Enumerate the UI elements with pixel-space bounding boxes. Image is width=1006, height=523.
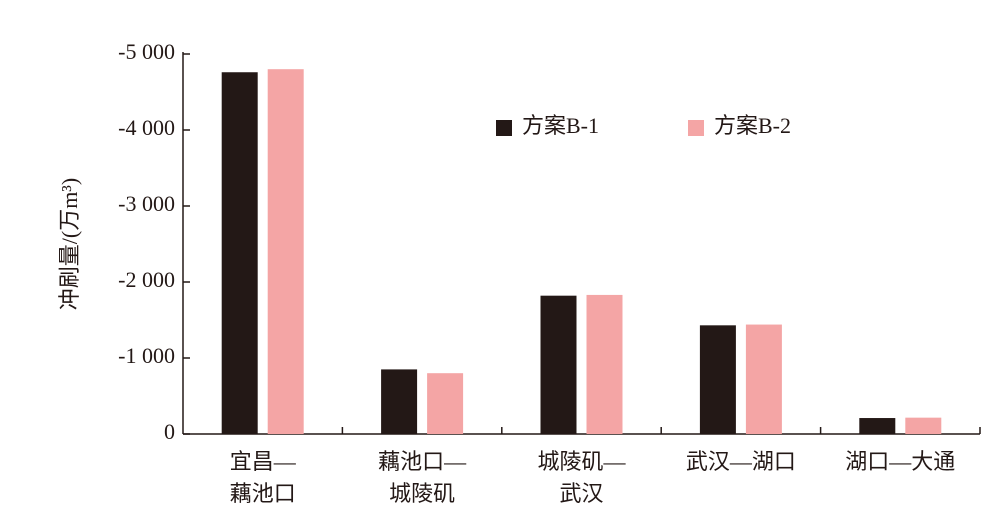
y-tick-label: -2 000 — [118, 267, 175, 292]
bar — [427, 373, 464, 434]
bar — [381, 369, 418, 434]
bar — [745, 324, 782, 434]
legend-swatch — [688, 120, 704, 136]
x-tick-label: 藕池口 — [230, 481, 296, 506]
x-tick-label: 宜昌— — [230, 449, 297, 474]
x-tick-label: 城陵矶 — [389, 481, 455, 506]
y-tick-label: 0 — [164, 419, 175, 444]
x-tick-label: 藕池口— — [378, 449, 467, 474]
x-tick-label: 湖口—大通 — [845, 449, 955, 474]
y-tick-label: -5 000 — [118, 39, 175, 64]
bar — [586, 294, 623, 434]
y-axis-label: 冲刷量/(万m³) — [57, 178, 82, 310]
bar — [859, 418, 896, 434]
y-tick-label: -1 000 — [118, 343, 175, 368]
bar — [540, 295, 577, 434]
x-tick-label: 武汉 — [559, 481, 603, 506]
legend-swatch — [496, 120, 512, 136]
bar — [267, 69, 304, 434]
x-tick-label: 武汉—湖口 — [686, 449, 796, 474]
x-tick-label: 城陵矶— — [537, 449, 626, 474]
legend-label: 方案B-2 — [714, 113, 791, 138]
y-tick-label: -3 000 — [118, 191, 175, 216]
legend-label: 方案B-1 — [522, 113, 599, 138]
y-tick-label: -4 000 — [118, 115, 175, 140]
bar — [699, 325, 736, 434]
bar — [905, 417, 942, 434]
bar — [221, 72, 258, 435]
